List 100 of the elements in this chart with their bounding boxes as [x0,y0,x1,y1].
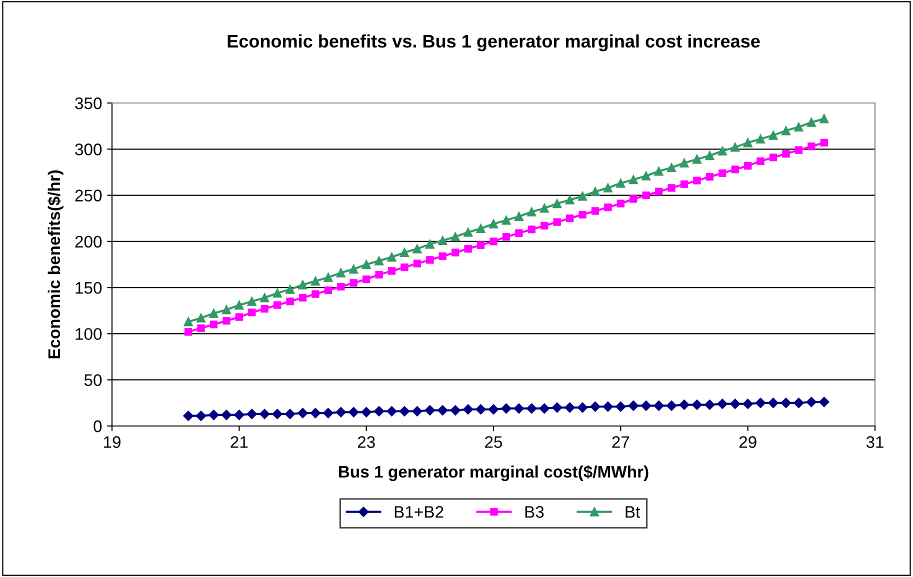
point [680,158,689,168]
point [438,236,448,246]
point [616,402,626,412]
point [222,316,230,325]
y-tick-label: 200 [75,236,102,248]
point [235,313,243,321]
point [286,284,295,294]
point [462,404,474,415]
y-axis-title: Economic benefits($/hr) [48,170,64,358]
point [540,204,549,213]
point [666,400,677,411]
point [324,286,332,294]
point [630,195,638,203]
point [412,244,422,254]
point [386,406,397,416]
point [628,400,638,411]
point [222,305,231,314]
point [781,126,790,136]
point [362,275,370,284]
point [375,270,383,278]
point [183,410,194,421]
point [526,403,537,414]
point [628,175,638,184]
point [744,162,752,170]
x-tick-label: 23 [358,436,375,448]
point [259,408,270,420]
point [642,171,651,180]
point [234,300,244,310]
point [350,279,358,287]
point [654,188,663,196]
point [424,405,436,416]
point [820,138,828,147]
point [488,219,498,228]
point [794,122,804,132]
point [464,244,472,253]
point [742,398,753,409]
point [312,290,320,298]
point [642,191,650,200]
point [756,157,764,165]
point [780,398,792,408]
point [616,200,624,208]
point [272,408,282,420]
point [552,199,562,208]
point [298,280,308,290]
point [602,402,614,412]
point [704,400,715,410]
point [806,118,816,127]
point [387,252,396,262]
point [578,210,586,218]
point [553,218,561,226]
point [515,229,523,237]
point [692,400,702,410]
point [234,410,244,420]
point [577,402,588,413]
point [450,405,460,416]
point [528,226,536,234]
point [731,166,739,174]
point [324,272,333,282]
legend-label: B3 [525,506,544,518]
point [413,260,422,268]
y-tick-label: 50 [84,374,102,386]
point [501,403,512,414]
point [743,138,752,148]
point [476,241,485,249]
x-tick-label: 25 [485,436,502,448]
point [668,184,676,192]
point [654,400,664,411]
point [808,142,816,150]
x-tick-label: 19 [104,436,120,448]
point [374,256,384,266]
point [310,408,321,418]
point [730,142,740,152]
y-tick-label: 300 [75,144,102,156]
point [184,317,193,326]
y-tick-label: 0 [94,420,102,432]
point [590,402,600,412]
point [490,238,498,246]
point [566,214,574,222]
point [768,398,778,408]
point [578,192,588,201]
point [794,146,803,154]
point [286,298,294,306]
point [756,134,766,144]
point [782,150,790,158]
point [564,402,575,413]
point [388,267,396,275]
point [247,296,256,306]
point [539,403,550,414]
point [730,398,740,409]
point [603,183,612,192]
point [514,212,524,222]
point [273,301,282,309]
point [692,154,702,164]
point [361,407,372,418]
point [693,176,701,184]
point [310,276,320,286]
point [196,410,206,421]
point [426,256,434,264]
point [718,169,726,177]
point [476,224,486,234]
